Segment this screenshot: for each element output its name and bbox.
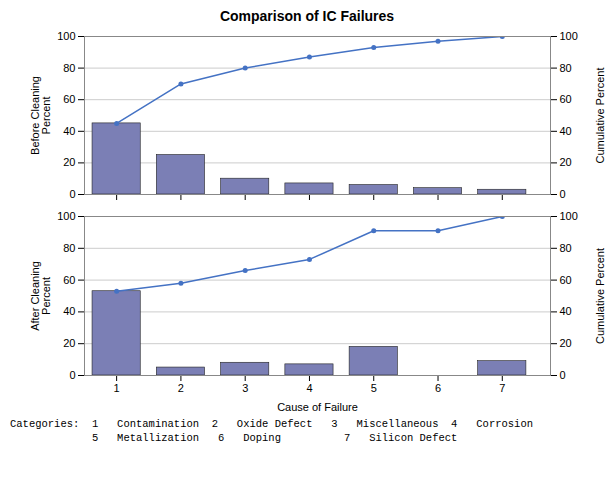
- svg-text:40: 40: [560, 125, 572, 137]
- svg-text:7: 7: [499, 382, 505, 394]
- svg-text:Cumulative Percent: Cumulative Percent: [594, 68, 606, 164]
- svg-text:60: 60: [560, 93, 572, 105]
- svg-text:20: 20: [560, 337, 572, 349]
- svg-text:0: 0: [69, 188, 75, 200]
- svg-text:100: 100: [57, 30, 75, 42]
- svg-text:60: 60: [63, 274, 75, 286]
- svg-text:20: 20: [560, 156, 572, 168]
- html-text:Comparison of IC Failures: Comparison of IC Failures: [219, 8, 395, 24]
- svg-text:60: 60: [63, 93, 75, 105]
- svg-text:80: 80: [63, 62, 75, 74]
- svg-text:5: 5: [371, 382, 377, 394]
- svg-text:40: 40: [560, 305, 572, 317]
- svg-text:100: 100: [560, 30, 578, 42]
- svg-text:1: 1: [114, 382, 120, 394]
- svg-text:Cause of Failure: Cause of Failure: [277, 401, 358, 413]
- svg-text:100: 100: [57, 210, 75, 222]
- svg-text:80: 80: [560, 62, 572, 74]
- svg-text:40: 40: [63, 305, 75, 317]
- svg-text:100: 100: [560, 210, 578, 222]
- svg-text:Before CleaningPercent: Before CleaningPercent: [29, 76, 52, 155]
- svg-text:80: 80: [63, 242, 75, 254]
- svg-text:2: 2: [178, 382, 184, 394]
- svg-text:0: 0: [560, 188, 566, 200]
- svg-text:6: 6: [435, 382, 441, 394]
- svg-text:40: 40: [63, 125, 75, 137]
- html-text:Categories: 1 Contamination 2: Categories: 1 Contamination 2 Oxide Defe…: [10, 418, 533, 445]
- svg-text:0: 0: [560, 369, 566, 381]
- svg-text:80: 80: [560, 242, 572, 254]
- svg-text:20: 20: [63, 337, 75, 349]
- svg-text:4: 4: [306, 382, 312, 394]
- svg-text:Cumulative Percent: Cumulative Percent: [594, 248, 606, 344]
- svg-text:3: 3: [242, 382, 248, 394]
- svg-text:After CleaningPercent: After CleaningPercent: [29, 261, 52, 331]
- svg-text:60: 60: [560, 274, 572, 286]
- svg-text:20: 20: [63, 156, 75, 168]
- svg-text:0: 0: [69, 369, 75, 381]
